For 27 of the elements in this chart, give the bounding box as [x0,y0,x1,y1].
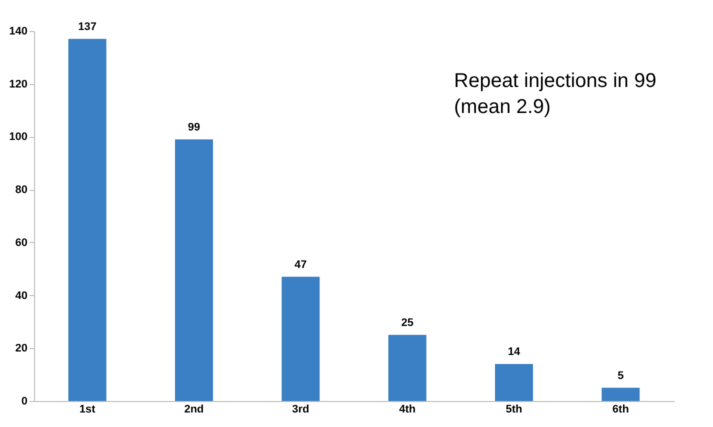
data-label: 5 [618,370,624,382]
data-label: 25 [401,316,414,329]
bar [388,334,426,401]
x-tick-label: 3rd [292,404,310,416]
annotation: Repeat injections in 99 (mean 2.9) [454,70,656,118]
y-tick-label: 140 [9,26,28,38]
bar [175,139,213,401]
bar [282,276,320,401]
x-tick-label: 2nd [184,404,204,416]
y-tick-label: 20 [15,342,28,355]
x-tick-label: 5th [506,404,523,416]
data-label: 47 [294,258,307,271]
y-tick-label: 120 [9,78,28,90]
data-label: 99 [188,121,200,134]
bar [495,364,533,401]
y-tick-label: 40 [15,290,28,302]
bar [602,388,640,401]
bar [68,38,106,401]
x-tick-label: 1st [79,404,96,416]
y-tick-label: 0 [21,396,28,408]
data-label: 137 [78,20,97,33]
x-tick-label: 6th [612,404,630,416]
y-tick-label: 60 [15,236,28,249]
data-label: 14 [508,346,521,358]
x-tick-label: 4th [399,404,416,416]
y-tick-label: 80 [15,184,28,196]
y-tick-label: 100 [9,131,28,144]
